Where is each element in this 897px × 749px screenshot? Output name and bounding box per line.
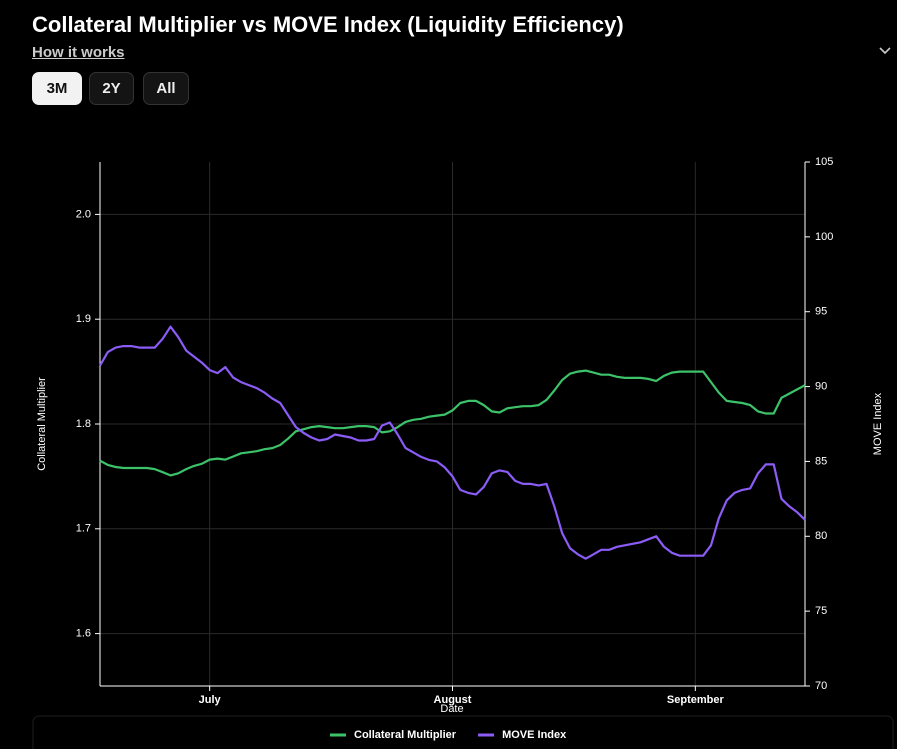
x-tick-label: September xyxy=(667,694,725,706)
y2-tick-label: 80 xyxy=(815,530,827,542)
x-axis-label: Date xyxy=(440,703,463,715)
how-it-works-link[interactable]: How it works xyxy=(32,44,125,61)
y-tick-label: 1.7 xyxy=(76,523,91,535)
series-line xyxy=(99,369,806,477)
x-tick-label: August xyxy=(434,694,472,706)
y-tick-label: 1.6 xyxy=(76,628,91,640)
page-title: Collateral Multiplier vs MOVE Index (Liq… xyxy=(32,12,624,37)
range-button[interactable]: 3M xyxy=(32,72,82,105)
y-axis-label: Collateral Multiplier xyxy=(36,377,48,471)
y2-tick-label: 95 xyxy=(815,306,827,318)
y2-tick-label: 70 xyxy=(815,680,827,692)
y2-tick-label: 75 xyxy=(815,605,827,617)
range-button[interactable]: 2Y xyxy=(89,72,134,105)
y2-tick-label: 100 xyxy=(815,231,833,243)
legend-label: Collateral Multiplier xyxy=(354,729,457,741)
legend-label: MOVE Index xyxy=(502,729,567,741)
y2-tick-label: 90 xyxy=(815,380,827,392)
y-tick-label: 2.0 xyxy=(76,208,91,220)
expand-chevron[interactable] xyxy=(878,44,892,58)
series-line xyxy=(99,325,806,560)
y-tick-label: 1.8 xyxy=(76,418,91,430)
y2-tick-label: 85 xyxy=(815,455,827,467)
range-button[interactable]: All xyxy=(143,72,189,105)
y2-axis-label: MOVE Index xyxy=(872,392,884,455)
y2-tick-label: 105 xyxy=(815,156,833,168)
x-tick-label: July xyxy=(199,694,222,706)
legend-box xyxy=(32,715,894,749)
y-tick-label: 1.9 xyxy=(76,313,91,325)
